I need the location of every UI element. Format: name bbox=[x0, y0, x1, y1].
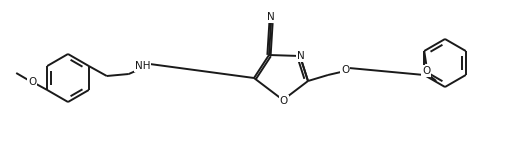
Text: O: O bbox=[341, 65, 349, 75]
Text: NH: NH bbox=[135, 61, 151, 71]
Text: N: N bbox=[267, 12, 275, 22]
Text: O: O bbox=[280, 96, 288, 106]
Text: O: O bbox=[28, 77, 36, 87]
Text: N: N bbox=[297, 51, 305, 61]
Text: O: O bbox=[422, 66, 430, 76]
